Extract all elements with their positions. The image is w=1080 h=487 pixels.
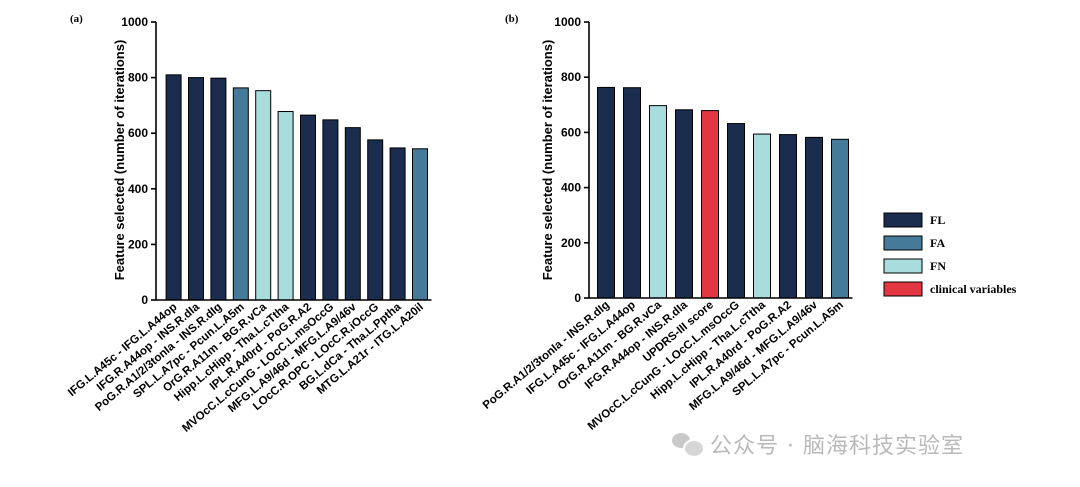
panel-b-y-tick-label: 600 [561, 125, 581, 139]
legend-swatch-fn [883, 258, 923, 274]
panel-b-bar [727, 123, 745, 299]
panel-a-bar [188, 77, 204, 301]
panel-a-bar [210, 77, 227, 301]
panel-a-y-tick-label: 400 [128, 182, 148, 196]
panel-a-bar [322, 119, 339, 301]
legend-item-fa: FA [883, 235, 945, 251]
panel-b-bar [623, 87, 641, 299]
panel-b-category-label: IFG.L.A45c - IFG.L.A44op [524, 299, 637, 397]
panel-b-y-tick-label: 1000 [554, 15, 581, 29]
panel-b-bar [675, 109, 693, 299]
panel-a-bar [367, 139, 384, 301]
panel-b-bar [597, 86, 615, 299]
panel-b-bar [805, 136, 823, 299]
panel-a-label: (a) [70, 13, 83, 25]
panel-b-y-tick-label: 0 [574, 291, 581, 305]
panel-a-bar [412, 148, 428, 301]
panel-b-bar [779, 134, 797, 299]
panel-a-y-axis-title: Feature selected (number of iterations) [112, 40, 127, 281]
panel-a-bar [300, 114, 316, 301]
legend-label-fa: FA [930, 236, 945, 250]
watermark-text: 公众号 · 脑海科技实验室 [710, 434, 964, 459]
panel-a-bar [277, 111, 294, 301]
legend-swatch-clinical [883, 281, 923, 297]
legend-label-fn: FN [930, 259, 946, 273]
panel-b-bar [831, 138, 849, 299]
panel-a-bar [232, 87, 249, 301]
watermark: 公众号 · 脑海科技实验室 [672, 424, 1052, 464]
legend-item-fn: FN [883, 258, 946, 274]
panel-a-y-tick-label: 1000 [121, 15, 148, 29]
wechat-icon [672, 431, 705, 458]
panel-a-y-tick-label: 600 [128, 126, 148, 140]
panel-b-bar [701, 110, 719, 299]
legend-item-clinical: clinical variables [883, 281, 1017, 297]
panel-b-label: (b) [505, 13, 519, 25]
panel-b-y-tick-label: 200 [561, 236, 581, 250]
panel-b-bar [753, 133, 771, 299]
panel-a-y-tick-label: 200 [128, 237, 148, 251]
legend-label-clinical: clinical variables [930, 282, 1017, 296]
panel-b-bar [649, 105, 667, 299]
panel-a-bar [344, 127, 361, 301]
legend-swatch-fa [883, 235, 923, 251]
panel-b-y-axis-title: Feature selected (number of iterations) [540, 40, 555, 281]
legend: FL FA FN clinical variables [883, 212, 1017, 297]
panel-a-bar [389, 147, 406, 301]
panel-b-y-tick-label: 800 [561, 70, 581, 84]
panel-b-y-tick-label: 400 [561, 181, 581, 195]
panel-a-bar [165, 74, 182, 301]
panel-a-y-tick-label: 0 [141, 293, 148, 307]
panel-b-chart: (b) Feature selected (number of iteratio… [481, 13, 853, 433]
panel-a-bar [255, 90, 272, 301]
panel-a-y-tick-label: 800 [128, 71, 148, 85]
legend-item-fl: FL [883, 212, 945, 228]
panel-a-chart: (a) Feature selected (number of iteratio… [66, 13, 432, 435]
legend-swatch-fl [883, 212, 923, 228]
legend-label-fl: FL [930, 213, 945, 227]
